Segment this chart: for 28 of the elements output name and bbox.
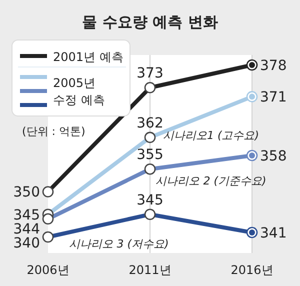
data-label: 378: [260, 58, 287, 74]
legend-title: 2005년 수정 예측: [53, 76, 105, 107]
data-label: 373: [136, 66, 164, 82]
data-label: 345: [136, 192, 164, 208]
x-tick-label: 2011년: [128, 263, 172, 277]
point: [42, 186, 54, 198]
x-tick-label: 2016년: [230, 263, 274, 277]
point: [246, 91, 258, 102]
annotation: (단위 : 억톤): [22, 125, 86, 138]
series-label: 시나리오1 (고수요): [162, 129, 260, 142]
data-label: 344: [13, 221, 40, 238]
legend-label: 2001년 예측: [53, 50, 124, 64]
series-label: 시나리오 3 (저수요): [69, 238, 169, 251]
data-label: 358: [260, 148, 287, 165]
data-label: 350: [13, 184, 40, 201]
data-label: 340: [13, 235, 40, 252]
x-tick-label: 2006년: [26, 263, 70, 277]
series-label: 시나리오 2 (기준수요): [156, 174, 266, 188]
point: [144, 82, 156, 94]
chart-title: 물 수요량 예측 변화: [82, 13, 218, 31]
data-label: 362: [136, 115, 164, 132]
data-label: 355: [136, 147, 164, 164]
point: [246, 226, 258, 238]
point: [246, 150, 258, 162]
data-label: 341: [260, 225, 287, 242]
point: [246, 59, 258, 71]
data-label: 371: [260, 90, 287, 106]
data-label: 345: [13, 207, 40, 224]
